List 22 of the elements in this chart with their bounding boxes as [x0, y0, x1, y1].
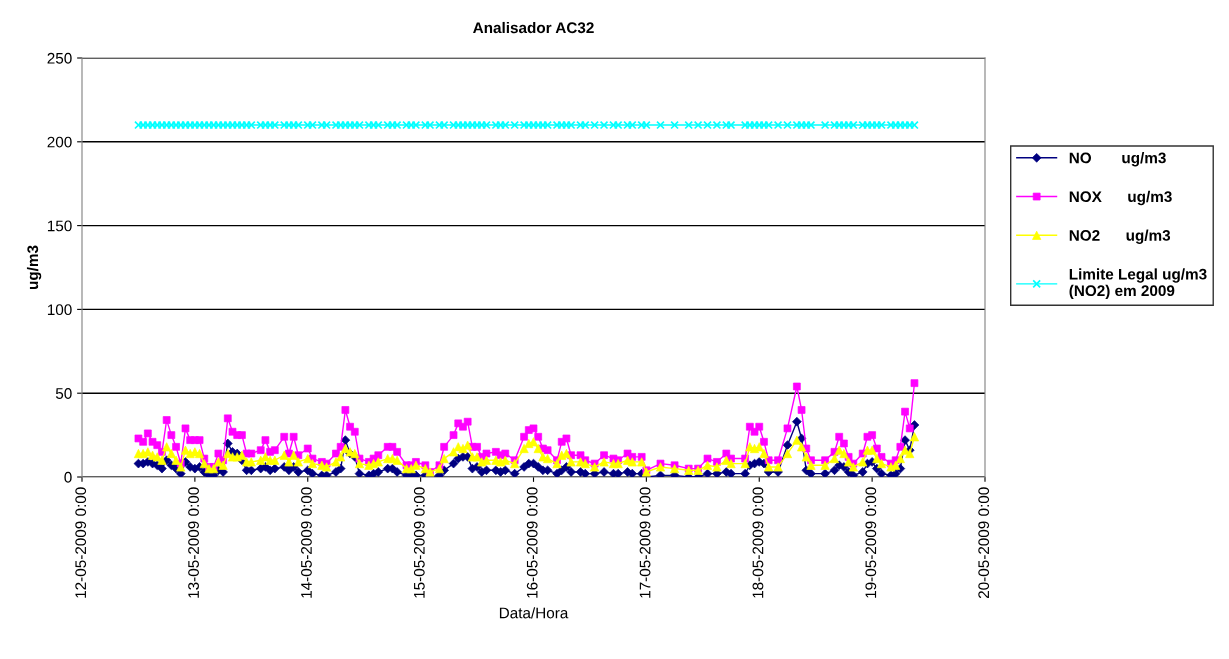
y-axis-title: ug/m3	[26, 245, 42, 290]
legend-label: Limite Legal ug/m3 (NO2) em 2009	[1069, 268, 1207, 300]
x-tick-label: 13-05-2009 0:00	[188, 487, 199, 598]
y-tick-label: 150	[47, 220, 72, 232]
x-tick-label: 16-05-2009 0:00	[526, 487, 538, 598]
x-tick-label: 19-05-2009 0:00	[865, 487, 877, 598]
y-tick-label: 0	[64, 471, 72, 483]
chart-title: Analisador AC32	[473, 21, 594, 34]
legend-label: NO ug/m3	[1069, 152, 1166, 167]
legend-label: NOX ug/m3	[1069, 190, 1172, 206]
legend-label: NO2 ug/m3	[1069, 229, 1171, 244]
x-axis-title: Data/Hora	[499, 607, 569, 619]
x-tick-label: 15-05-2009 0:00	[413, 487, 425, 598]
y-tick-label: 200	[47, 136, 72, 148]
y-tick-label: 250	[47, 52, 72, 64]
x-tick-label: 18-05-2009 0:00	[752, 487, 764, 598]
x-tick-label: 20-05-2009 0:00	[978, 487, 990, 599]
x-tick-label: 17-05-2009 0:00	[639, 487, 651, 598]
y-tick-label: 100	[47, 304, 72, 316]
y-tick-label: 50	[55, 388, 72, 399]
x-tick-label: 14-05-2009 0:00	[301, 487, 312, 598]
x-tick-label: 12-05-2009 0:00	[75, 487, 87, 598]
